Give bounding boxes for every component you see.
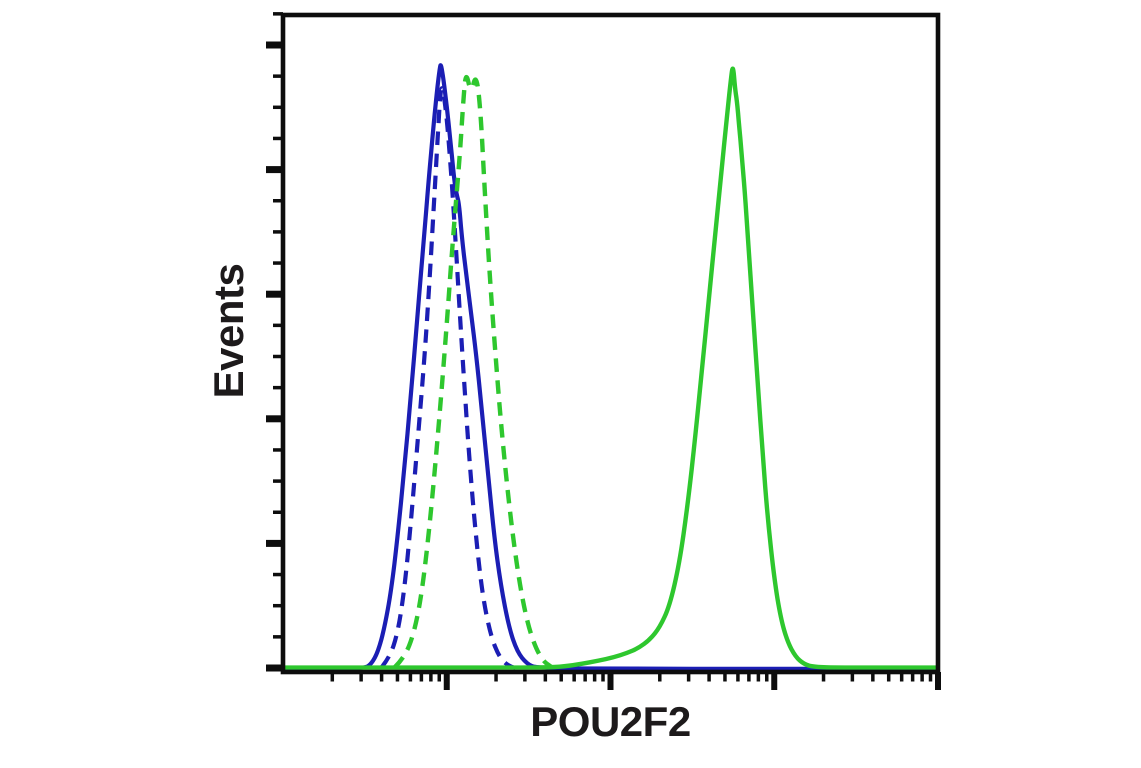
x-axis-major-tick	[771, 672, 778, 690]
y-axis-title: Events	[205, 263, 252, 399]
x-axis-minor-tick	[850, 672, 855, 682]
x-axis-major-tick	[607, 672, 614, 690]
y-axis-minor-tick	[273, 635, 283, 639]
y-axis-major-tick	[266, 664, 283, 672]
green-solid-histogram-curve	[282, 66, 938, 670]
blue-solid-histogram-curve	[282, 63, 938, 671]
x-axis-minor-tick	[572, 672, 576, 682]
x-axis-minor-tick	[408, 672, 413, 682]
x-axis-minor-tick	[747, 672, 751, 682]
y-axis-major-tick	[266, 415, 283, 423]
x-axis-minor-tick	[736, 672, 740, 682]
x-axis-minor-tick	[543, 672, 548, 682]
y-axis-minor-tick	[273, 105, 283, 110]
y-axis-minor-tick	[273, 603, 283, 608]
y-axis-minor-tick	[273, 479, 283, 483]
x-axis-minor-tick	[899, 672, 904, 682]
x-axis-minor-tick	[559, 672, 563, 682]
y-axis-minor-tick	[273, 12, 283, 16]
x-axis-minor-tick	[723, 672, 727, 682]
green-dashed-histogram-curve	[392, 74, 553, 670]
y-axis-major-tick	[266, 539, 283, 547]
y-axis-minor-tick	[273, 572, 283, 577]
y-axis-minor-tick	[273, 199, 283, 203]
x-axis-major-tick	[443, 672, 450, 690]
x-axis-minor-tick	[523, 672, 527, 682]
x-axis-minor-tick	[920, 672, 924, 682]
x-axis-minor-tick	[601, 672, 605, 682]
y-axis-minor-tick	[273, 354, 283, 359]
x-axis-minor-tick	[871, 672, 875, 682]
x-axis-minor-tick	[429, 672, 433, 682]
x-axis-minor-tick	[592, 672, 597, 682]
blue-dashed-histogram-curve	[379, 86, 517, 671]
x-axis-minor-tick	[707, 672, 711, 682]
x-axis-minor-tick	[437, 672, 442, 682]
x-axis-minor-tick	[494, 672, 498, 682]
y-axis-minor-tick	[273, 385, 283, 390]
x-axis-major-tick	[935, 672, 941, 690]
x-axis-minor-tick	[379, 672, 384, 682]
plot-frame	[280, 12, 941, 675]
x-axis-minor-tick	[583, 672, 587, 682]
y-axis-major-tick	[266, 166, 283, 174]
y-axis-minor-tick	[273, 261, 283, 265]
x-axis-minor-tick	[765, 672, 769, 682]
x-axis-minor-tick	[756, 672, 761, 682]
y-axis-minor-tick	[273, 74, 283, 78]
y-axis-minor-tick	[273, 323, 283, 328]
y-axis-minor-tick	[273, 136, 283, 141]
x-axis-minor-tick	[910, 672, 915, 682]
x-axis-minor-tick	[686, 672, 691, 682]
y-axis-minor-tick	[273, 448, 283, 452]
x-axis-minor-tick	[359, 672, 363, 682]
x-axis-minor-tick	[928, 672, 933, 682]
x-axis-minor-tick	[658, 672, 662, 682]
x-axis-title: POU2F2	[530, 698, 691, 745]
x-axis-minor-tick	[821, 672, 826, 682]
x-axis-minor-tick	[886, 672, 891, 682]
x-axis-minor-tick	[395, 672, 400, 682]
y-axis-major-tick	[266, 41, 283, 49]
y-axis-minor-tick	[273, 510, 283, 514]
x-axis-minor-tick	[330, 672, 335, 682]
y-axis-major-tick	[266, 290, 283, 298]
x-axis-minor-tick	[419, 672, 424, 682]
y-axis-minor-tick	[273, 230, 283, 234]
